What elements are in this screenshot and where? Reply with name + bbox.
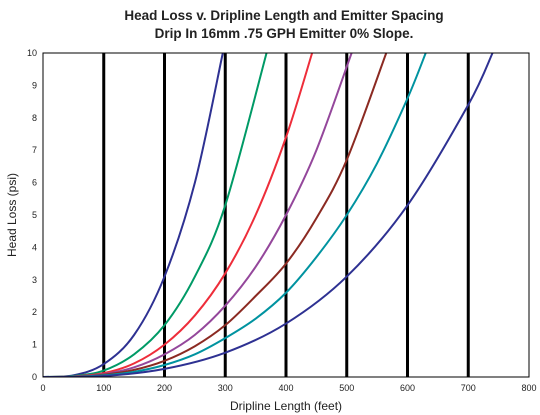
y-tick-label-1: 1 bbox=[32, 340, 37, 350]
y-tick-label-9: 9 bbox=[32, 80, 37, 90]
y-tick-label-4: 4 bbox=[32, 242, 37, 252]
x-tick-labels: 0 100 200 300 400 500 600 700 800 bbox=[40, 383, 536, 393]
series-line-3 bbox=[43, 52, 314, 377]
y-tick-labels: 0 1 2 3 4 5 6 7 8 9 10 bbox=[27, 48, 37, 382]
plot-frame bbox=[42, 52, 530, 378]
x-tick-label-800: 800 bbox=[521, 383, 536, 393]
x-axis-label: Dripline Length (feet) bbox=[230, 399, 342, 413]
x-tick-label-100: 100 bbox=[96, 383, 111, 393]
y-tick-label-0: 0 bbox=[32, 372, 37, 382]
chart-title: Head Loss v. Dripline Length and Emitter… bbox=[124, 8, 443, 23]
x-tick-label-0: 0 bbox=[40, 383, 45, 393]
y-axis-label: Head Loss (psi) bbox=[5, 173, 19, 257]
y-tick-label-3: 3 bbox=[32, 275, 37, 285]
series-line-4 bbox=[43, 52, 353, 377]
x-tick-label-200: 200 bbox=[157, 383, 172, 393]
series-line-7 bbox=[43, 52, 494, 377]
series-line-1 bbox=[43, 52, 224, 377]
y-tick-label-6: 6 bbox=[32, 178, 37, 188]
x-tick-label-700: 700 bbox=[461, 383, 476, 393]
series-lines bbox=[43, 52, 494, 377]
x-tick-label-400: 400 bbox=[278, 383, 293, 393]
y-tick-label-10: 10 bbox=[27, 48, 37, 58]
series-line-2 bbox=[43, 52, 268, 377]
x-tick-label-600: 600 bbox=[400, 383, 415, 393]
y-tick-label-7: 7 bbox=[32, 145, 37, 155]
x-tick-label-500: 500 bbox=[339, 383, 354, 393]
y-tick-label-2: 2 bbox=[32, 307, 37, 317]
x-tick-label-300: 300 bbox=[218, 383, 233, 393]
y-tick-label-5: 5 bbox=[32, 210, 37, 220]
chart-subtitle: Drip In 16mm .75 GPH Emitter 0% Slope. bbox=[155, 26, 414, 41]
y-tick-label-8: 8 bbox=[32, 113, 37, 123]
